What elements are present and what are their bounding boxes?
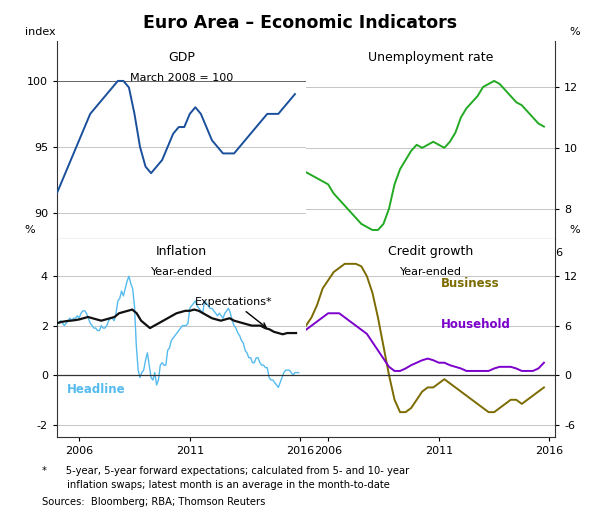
- Text: Year-ended: Year-ended: [400, 267, 461, 277]
- Text: Headline: Headline: [67, 384, 125, 397]
- Text: Sources:  Bloomberg; RBA; Thomson Reuters: Sources: Bloomberg; RBA; Thomson Reuters: [42, 497, 265, 507]
- Text: Expectations*: Expectations*: [195, 297, 273, 327]
- Text: *      5-year, 5-year forward expectations; calculated from 5- and 10- year: * 5-year, 5-year forward expectations; c…: [42, 466, 409, 476]
- Text: Business: Business: [440, 277, 499, 290]
- Text: GDP: GDP: [168, 51, 195, 64]
- Text: inflation swaps; latest month is an average in the month-to-date: inflation swaps; latest month is an aver…: [42, 480, 390, 490]
- Text: Household: Household: [440, 318, 511, 331]
- Text: index: index: [25, 27, 55, 37]
- Text: Euro Area – Economic Indicators: Euro Area – Economic Indicators: [143, 14, 457, 33]
- Text: March 2008 = 100: March 2008 = 100: [130, 73, 233, 83]
- Text: Credit growth: Credit growth: [388, 245, 473, 258]
- Text: %: %: [25, 225, 35, 235]
- Text: %: %: [569, 27, 580, 37]
- Text: Year-ended: Year-ended: [151, 267, 212, 277]
- Text: %: %: [569, 225, 580, 235]
- Text: Inflation: Inflation: [156, 245, 207, 258]
- Text: Unemployment rate: Unemployment rate: [368, 51, 493, 64]
